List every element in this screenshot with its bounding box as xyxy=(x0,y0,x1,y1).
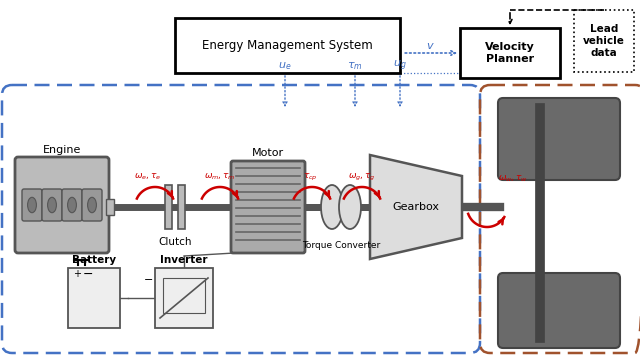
Text: Engine: Engine xyxy=(43,145,81,155)
Text: Battery: Battery xyxy=(72,255,116,265)
Text: $\omega_w, \tau_w$: $\omega_w, \tau_w$ xyxy=(498,174,528,184)
FancyBboxPatch shape xyxy=(498,273,620,348)
Text: $u_g$: $u_g$ xyxy=(393,59,407,73)
Bar xyxy=(460,28,560,78)
Text: Energy Management System: Energy Management System xyxy=(202,39,373,52)
Text: −: − xyxy=(83,267,93,281)
Polygon shape xyxy=(370,155,462,259)
Text: $\tau_m$: $\tau_m$ xyxy=(347,60,363,72)
Text: $u_e$: $u_e$ xyxy=(278,60,292,72)
Text: $\omega_e, \tau_e$: $\omega_e, \tau_e$ xyxy=(134,172,162,182)
Bar xyxy=(155,268,213,328)
FancyBboxPatch shape xyxy=(498,98,620,180)
FancyBboxPatch shape xyxy=(22,189,42,221)
Text: Torque Converter: Torque Converter xyxy=(302,241,380,250)
Text: $v$: $v$ xyxy=(426,41,435,51)
Text: $\tau_{cp}$: $\tau_{cp}$ xyxy=(303,171,317,183)
Text: $\omega_m, \tau_m$: $\omega_m, \tau_m$ xyxy=(204,172,236,182)
Text: Lead
vehicle
data: Lead vehicle data xyxy=(583,24,625,58)
Ellipse shape xyxy=(321,185,343,229)
Bar xyxy=(574,10,634,72)
Bar xyxy=(175,18,400,73)
Ellipse shape xyxy=(88,197,97,213)
Text: $\omega_g, \tau_g$: $\omega_g, \tau_g$ xyxy=(348,171,376,183)
Bar xyxy=(163,278,205,313)
FancyBboxPatch shape xyxy=(62,189,82,221)
Ellipse shape xyxy=(339,185,361,229)
Ellipse shape xyxy=(47,197,56,213)
FancyBboxPatch shape xyxy=(231,161,305,253)
Bar xyxy=(68,268,120,328)
Text: +: + xyxy=(73,269,81,279)
Text: Inverter: Inverter xyxy=(160,255,208,265)
Bar xyxy=(165,185,172,229)
FancyBboxPatch shape xyxy=(15,157,109,253)
Text: Clutch: Clutch xyxy=(158,237,192,247)
Text: Velocity
Planner: Velocity Planner xyxy=(485,42,535,64)
FancyBboxPatch shape xyxy=(82,189,102,221)
Text: −: − xyxy=(144,275,154,285)
Text: Gearbox: Gearbox xyxy=(392,202,440,212)
Bar xyxy=(178,185,185,229)
FancyBboxPatch shape xyxy=(42,189,62,221)
Text: Motor: Motor xyxy=(252,148,284,158)
Ellipse shape xyxy=(28,197,36,213)
Ellipse shape xyxy=(68,197,76,213)
Bar xyxy=(106,199,114,215)
